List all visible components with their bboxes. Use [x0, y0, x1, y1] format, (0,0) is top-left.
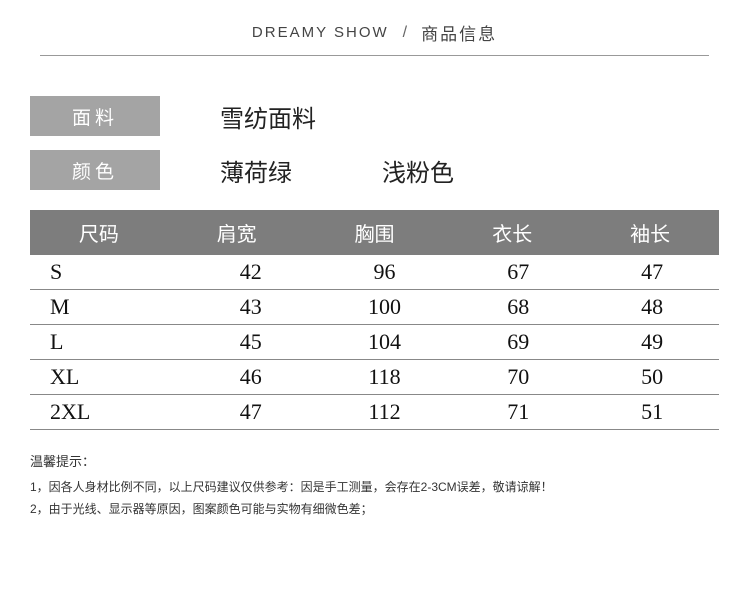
table-cell: L [30, 325, 184, 359]
table-cell: XL [30, 360, 184, 394]
table-cell: 47 [585, 255, 719, 289]
th-shoulder: 肩宽 [168, 210, 306, 255]
notes-title: 温馨提示： [30, 450, 719, 473]
table-cell: 45 [184, 325, 318, 359]
header-subtitle: 商品信息 [421, 20, 497, 45]
table-cell: 49 [585, 325, 719, 359]
table-cell: 71 [451, 395, 585, 429]
product-info: 面料 雪纺面料 颜色 薄荷绿 浅粉色 [0, 96, 749, 190]
table-cell: M [30, 290, 184, 324]
table-row: S42966747 [30, 255, 719, 290]
table-cell: 104 [318, 325, 452, 359]
table-cell: 47 [184, 395, 318, 429]
header-divider: / [403, 24, 407, 42]
header: DREAMY SHOW / 商品信息 [40, 0, 709, 56]
table-cell: 51 [585, 395, 719, 429]
size-table: 尺码 肩宽 胸围 衣长 袖长 S42966747M431006848L45104… [30, 210, 719, 430]
table-row: L451046949 [30, 325, 719, 360]
table-row: M431006848 [30, 290, 719, 325]
fabric-row: 面料 雪纺面料 [30, 96, 719, 136]
table-cell: 70 [451, 360, 585, 394]
table-cell: 100 [318, 290, 452, 324]
fabric-value: 雪纺面料 [220, 99, 316, 134]
table-cell: 69 [451, 325, 585, 359]
color-row: 颜色 薄荷绿 浅粉色 [30, 150, 719, 190]
table-cell: 96 [318, 255, 452, 289]
th-length: 衣长 [443, 210, 581, 255]
brand-name: DREAMY SHOW [252, 24, 389, 41]
color-value-1: 薄荷绿 [220, 153, 292, 188]
table-cell: 68 [451, 290, 585, 324]
table-cell: 50 [585, 360, 719, 394]
color-value-2: 浅粉色 [382, 153, 454, 188]
table-cell: 46 [184, 360, 318, 394]
notes-line-2: 2，由于光线、显示器等原因，图案颜色可能与实物有细微色差； [30, 499, 719, 521]
table-cell: 48 [585, 290, 719, 324]
table-cell: 112 [318, 395, 452, 429]
th-sleeve: 袖长 [581, 210, 719, 255]
notes-line-1: 1，因各人身材比例不同，以上尺码建议仅供参考：因是手工测量，会存在2-3CM误差… [30, 477, 719, 499]
color-label: 颜色 [30, 150, 160, 190]
table-cell: S [30, 255, 184, 289]
table-row: XL461187050 [30, 360, 719, 395]
table-body: S42966747M431006848L451046949XL461187050… [30, 255, 719, 430]
fabric-label: 面料 [30, 96, 160, 136]
table-cell: 42 [184, 255, 318, 289]
th-bust: 胸围 [306, 210, 444, 255]
table-cell: 67 [451, 255, 585, 289]
notes-section: 温馨提示： 1，因各人身材比例不同，以上尺码建议仅供参考：因是手工测量，会存在2… [30, 450, 719, 521]
table-cell: 118 [318, 360, 452, 394]
table-row: 2XL471127151 [30, 395, 719, 430]
th-size: 尺码 [30, 210, 168, 255]
table-header-row: 尺码 肩宽 胸围 衣长 袖长 [30, 210, 719, 255]
table-cell: 2XL [30, 395, 184, 429]
color-values: 薄荷绿 浅粉色 [220, 153, 454, 188]
table-cell: 43 [184, 290, 318, 324]
